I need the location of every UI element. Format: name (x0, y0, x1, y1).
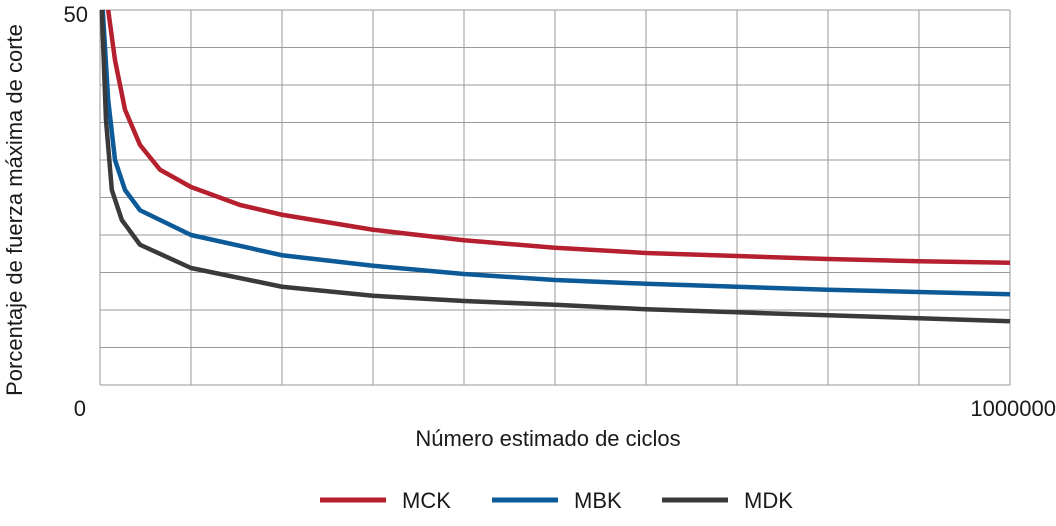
series-line (105, 9, 1011, 265)
x-tick-label: 0 (74, 396, 86, 421)
legend-label: MCK (402, 488, 451, 513)
legend-label: MBK (574, 488, 622, 513)
y-tick-label: 50 (64, 2, 88, 27)
series-line (100, 9, 1011, 297)
y-axis-title: Porcentaje de fuerza máxima de corte (2, 24, 27, 396)
series-line (99, 9, 1011, 324)
x-axis-title: Número estimado de ciclos (415, 426, 680, 451)
legend-label: MDK (744, 488, 793, 513)
x-tick-label: 1000000 (970, 396, 1056, 421)
